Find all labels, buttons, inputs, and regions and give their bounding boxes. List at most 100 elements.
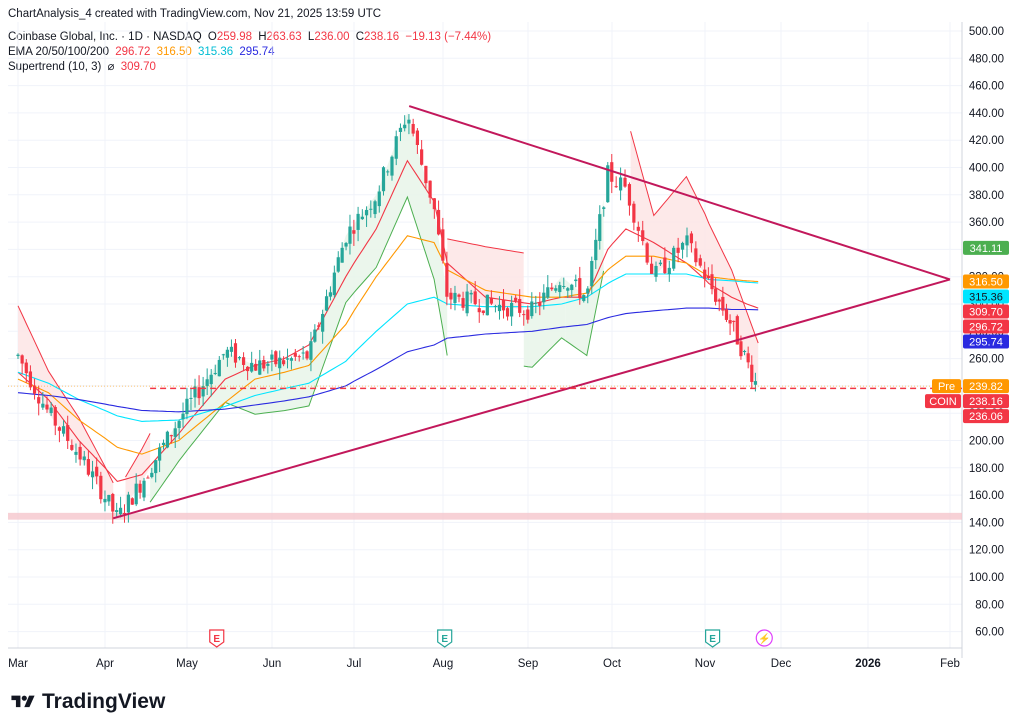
ema-line-ema200 [17, 307, 759, 413]
supertrend-legend[interactable]: Supertrend (10, 3) ⌀ 309.70 [8, 60, 156, 74]
price-label-bg [963, 334, 1009, 349]
candle-body [493, 305, 498, 307]
earnings-icon[interactable]: E [209, 629, 225, 648]
candle-body [138, 483, 142, 493]
candle-body [205, 379, 209, 387]
x-tick-label: Apr [96, 658, 114, 670]
x-tick-label: Jun [263, 658, 282, 670]
candle-body [74, 451, 78, 455]
x-tick-label: Sep [518, 658, 538, 670]
candle-body [742, 350, 747, 352]
support-zone [8, 512, 962, 520]
supertrend-label: Supertrend (10, 3) [8, 61, 102, 73]
price-label-bg [963, 274, 1009, 289]
earnings-icon-shape [437, 629, 453, 648]
split-icon[interactable]: ⚡ [755, 629, 773, 647]
low-label: L [307, 31, 315, 43]
trendlines[interactable] [112, 105, 951, 520]
price-label-text: 295.74 [969, 336, 1003, 348]
price-label-text: 296.72 [969, 321, 1003, 333]
ema-line-ema50 [17, 235, 759, 455]
candles [16, 114, 758, 524]
ema-legend[interactable]: EMA 20/50/100/200 296.72 316.50 315.36 2… [8, 45, 275, 59]
price-label: 238.16 COIN [925, 394, 1009, 409]
candle-body [676, 247, 680, 253]
candle-body [724, 309, 729, 320]
candle-body [398, 127, 403, 132]
x-tick-label: Nov [695, 658, 716, 670]
candle-body [432, 198, 436, 210]
candle-body [78, 446, 82, 460]
candle-body [189, 397, 193, 399]
price-label-text: 341.11 [970, 243, 1003, 255]
candle-body [86, 459, 91, 475]
time-axis[interactable]: Mar Apr May Jun Jul Aug Sep Oct Nov Dec 2026 Feb [8, 658, 960, 670]
trendline-lower [112, 278, 951, 520]
author-line: ChartAnalysis_4 created with TradingView… [8, 8, 382, 20]
price-labels: 341.11 316.50 315.36 309.70 296.72 295.74 239.… [925, 240, 1009, 424]
candle-body [526, 309, 530, 320]
candle-body [352, 230, 356, 234]
supertrend-value: 309.70 [120, 61, 156, 73]
candle-body [233, 343, 238, 363]
candle-body [221, 354, 225, 356]
candle-body [28, 371, 33, 388]
candle-body [20, 355, 24, 364]
candle-body [285, 358, 290, 360]
y-tick-label: 160.00 [969, 490, 1004, 502]
y-tick-label: 420.00 [969, 135, 1004, 147]
candle-body [66, 425, 70, 441]
y-tick-label: 380.00 [969, 190, 1004, 202]
price-label: 341.11 [963, 240, 1009, 255]
ema-line-ema100 [17, 273, 759, 422]
candle-body [641, 230, 645, 242]
earnings-icon[interactable]: E [705, 629, 721, 648]
candle-body [246, 366, 250, 372]
candle-body [606, 165, 610, 203]
candle-body [672, 247, 676, 269]
candle-body [465, 291, 469, 314]
y-tick-label: 200.00 [969, 436, 1004, 448]
candle-body [297, 356, 301, 358]
price-label-bg [963, 240, 1009, 255]
candle-body [16, 354, 20, 356]
candle-body [324, 296, 329, 311]
price-label-bg [963, 379, 1009, 394]
price-label: 295.74 [963, 334, 1009, 349]
candle-body [501, 299, 506, 311]
candle-body [369, 208, 373, 210]
candle-body [332, 272, 336, 296]
y-tick-label: 460.00 [969, 81, 1004, 93]
candle-body [321, 313, 325, 332]
candle-body [344, 243, 348, 247]
y-tick-label: 80.00 [975, 599, 1004, 611]
candle-body [49, 407, 53, 414]
event-markers[interactable]: E E E ⚡ [209, 629, 773, 648]
earnings-icon[interactable]: E [437, 629, 453, 648]
candle-body [428, 180, 432, 198]
candle-body [37, 397, 41, 404]
supertrend-line-up [149, 195, 448, 503]
candle-body [181, 413, 185, 420]
price-label-text: 316.50 [969, 276, 1003, 288]
candle-body [82, 456, 86, 461]
candle-body [61, 426, 66, 434]
y-tick-label: 480.00 [969, 53, 1004, 65]
candle-body [209, 374, 213, 385]
tradingview-logo[interactable]: TradingView [10, 690, 165, 714]
x-tick-label: Feb [940, 658, 960, 670]
candle-body [45, 404, 49, 410]
candle-body [477, 308, 481, 313]
candle-body [165, 431, 170, 448]
candle-body [161, 442, 166, 446]
candle-body [522, 314, 526, 316]
candle-body [289, 358, 294, 361]
supertrend-line-down [630, 131, 759, 344]
y-tick-label: 500.00 [969, 26, 1004, 38]
high-label: H [258, 31, 267, 43]
price-label-text: 239.82 [969, 381, 1003, 393]
candle-body [667, 267, 671, 275]
event-icon-symbol: E [213, 634, 220, 645]
candle-body [445, 262, 449, 297]
